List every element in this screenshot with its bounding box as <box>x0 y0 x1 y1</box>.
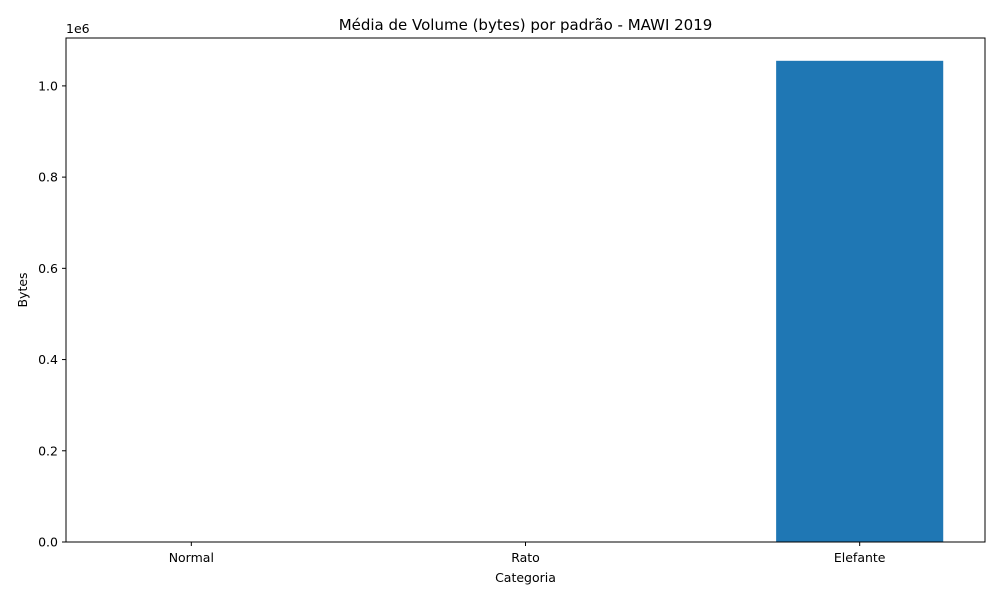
bars-group <box>107 60 944 543</box>
y-tick-label: 0.8 <box>38 170 58 185</box>
x-tick-label: Normal <box>169 550 214 565</box>
y-tick-label: 0.0 <box>38 535 58 550</box>
y-tick-label: 0.2 <box>38 443 58 458</box>
y-offset-label: 1e6 <box>66 21 90 36</box>
y-axis-label: Bytes <box>15 272 30 307</box>
x-axis-label: Categoria <box>495 570 556 585</box>
x-axis: Normal Rato Elefante <box>169 542 886 565</box>
chart-title: Média de Volume (bytes) por padrão - MAW… <box>339 16 713 34</box>
plot-frame <box>65 37 986 543</box>
x-tick-label: Rato <box>511 550 540 565</box>
bar-elefante <box>776 60 944 543</box>
x-tick-label: Elefante <box>834 550 886 565</box>
y-axis: 0.0 0.2 0.4 0.6 0.8 1.0 <box>38 78 66 550</box>
y-tick-label: 0.6 <box>38 261 58 276</box>
y-tick-label: 0.4 <box>38 352 58 367</box>
y-tick-label: 1.0 <box>38 78 58 93</box>
